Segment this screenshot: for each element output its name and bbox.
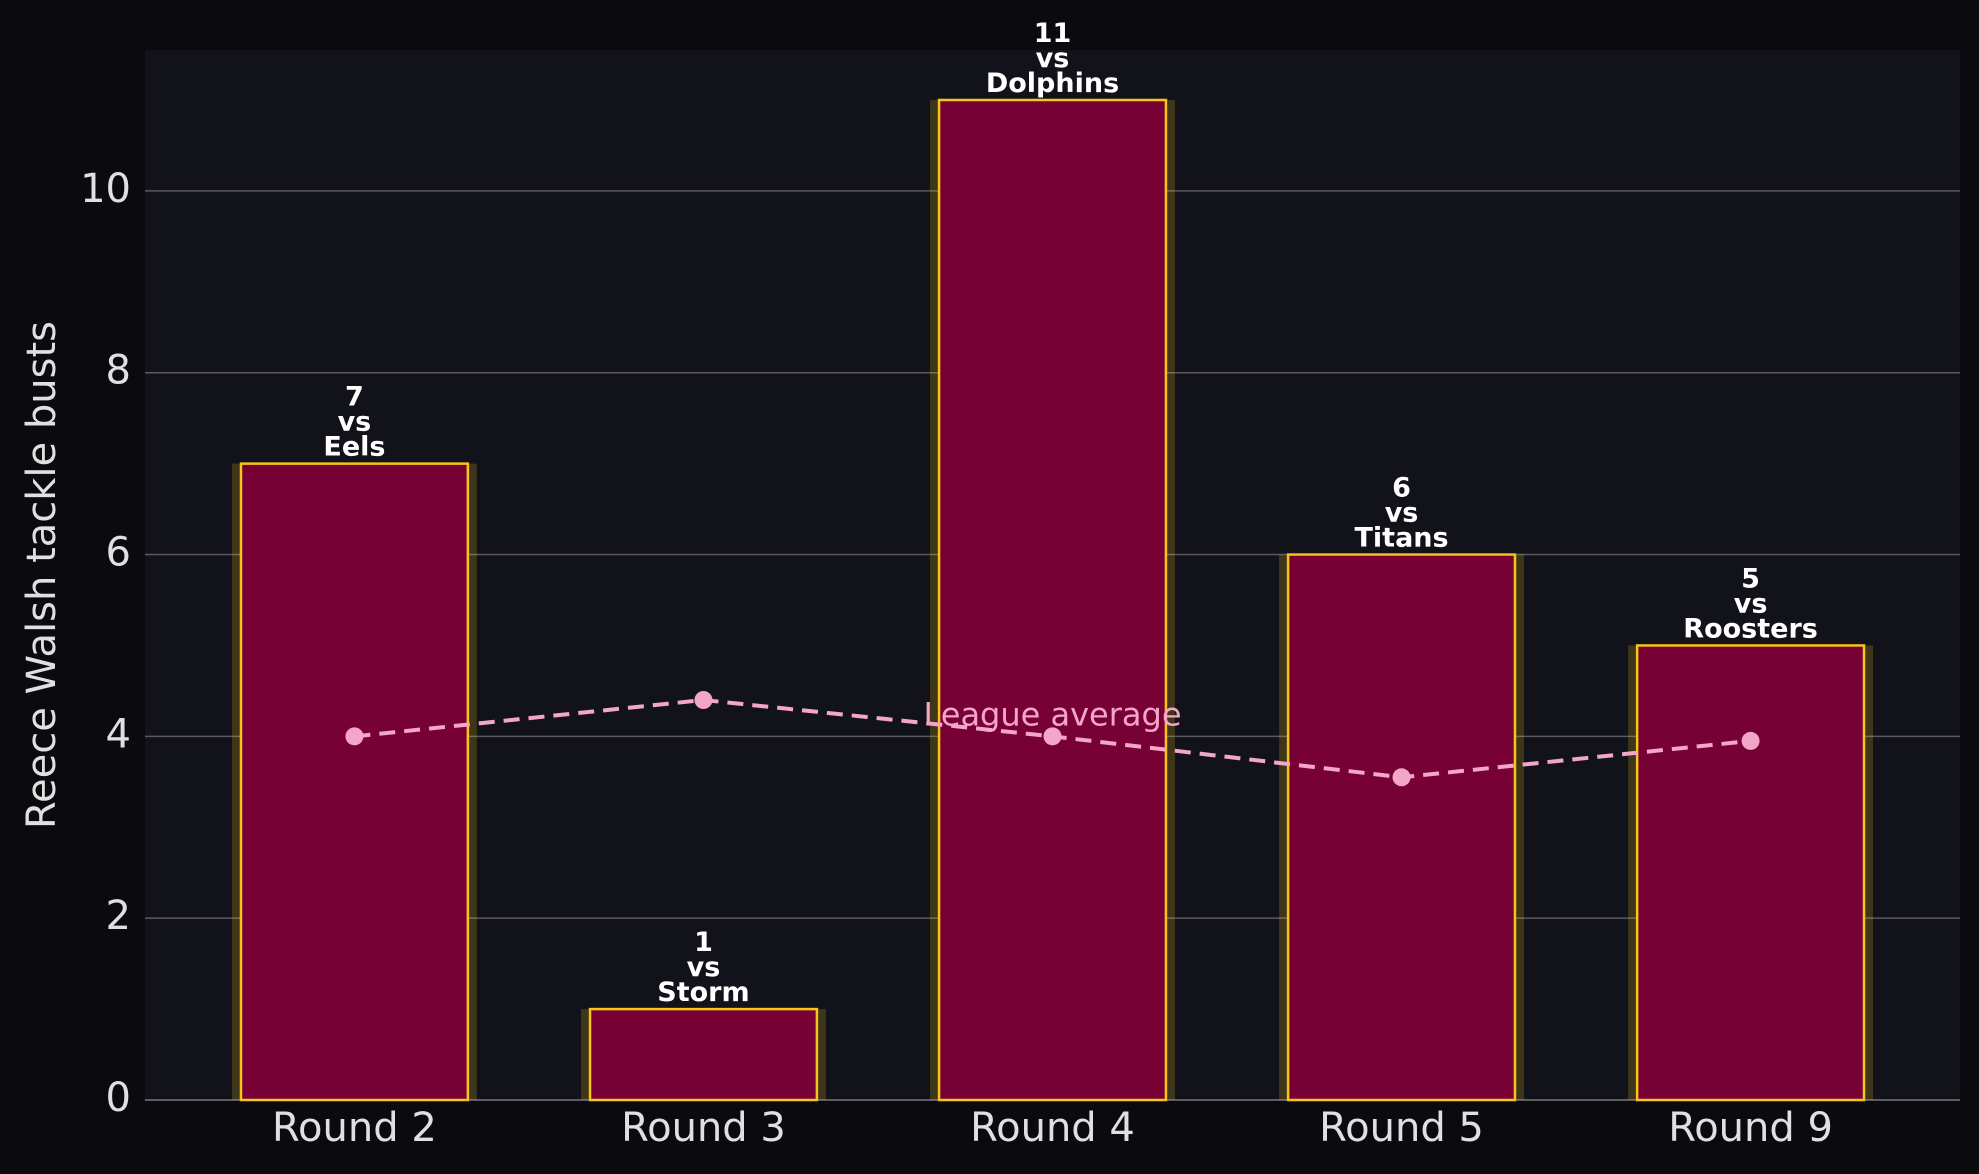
average-point	[1043, 727, 1062, 746]
data-label: 5 vs Roosters	[1683, 563, 1818, 644]
data-label-line: vs	[338, 406, 372, 437]
data-label-line: Titans	[1354, 522, 1448, 553]
y-tick-label: 4	[106, 711, 131, 757]
data-label-line: vs	[1036, 43, 1070, 74]
x-tick-label: Round 4	[970, 1105, 1135, 1151]
data-label-line: Storm	[657, 977, 749, 1008]
average-point	[1392, 768, 1411, 787]
data-label-line: vs	[1734, 588, 1768, 619]
y-tick-label: 8	[106, 348, 131, 394]
data-label-line: 5	[1741, 563, 1760, 594]
data-label-line: 11	[1034, 18, 1072, 49]
average-point	[345, 727, 364, 746]
data-label-line: Eels	[323, 431, 385, 462]
x-tick-label: Round 5	[1319, 1105, 1484, 1151]
x-tick-label: Round 3	[621, 1105, 786, 1151]
x-tick-label: Round 9	[1668, 1105, 1833, 1151]
y-axis-label: Reece Walsh tackle busts	[19, 321, 65, 829]
data-label-line: vs	[1385, 497, 1419, 528]
data-label: 6 vs Titans	[1354, 472, 1448, 553]
data-label-line: 6	[1392, 472, 1411, 503]
y-tick-label: 6	[106, 530, 131, 576]
bar	[1286, 553, 1517, 1102]
average-point	[1741, 731, 1760, 750]
data-label: 1 vs Storm	[657, 927, 749, 1008]
average-point	[694, 691, 713, 709]
y-tick-label: 10	[80, 166, 131, 212]
data-label-line: 1	[694, 927, 713, 958]
x-tick-label: Round 2	[272, 1105, 437, 1151]
data-label-line: 7	[345, 381, 364, 412]
y-tick-label: 2	[106, 893, 131, 939]
data-label: 7 vs Eels	[323, 381, 385, 462]
data-label-line: vs	[687, 952, 721, 983]
average-label: League average	[923, 695, 1181, 733]
bar	[1635, 644, 1866, 1102]
y-tick-label: 0	[106, 1075, 131, 1121]
data-label: 11 vs Dolphins	[986, 18, 1119, 99]
data-label-line: Roosters	[1683, 613, 1818, 644]
bar	[239, 462, 470, 1102]
data-label-line: Dolphins	[986, 68, 1119, 99]
bar	[588, 1007, 819, 1102]
bar	[937, 98, 1168, 1102]
